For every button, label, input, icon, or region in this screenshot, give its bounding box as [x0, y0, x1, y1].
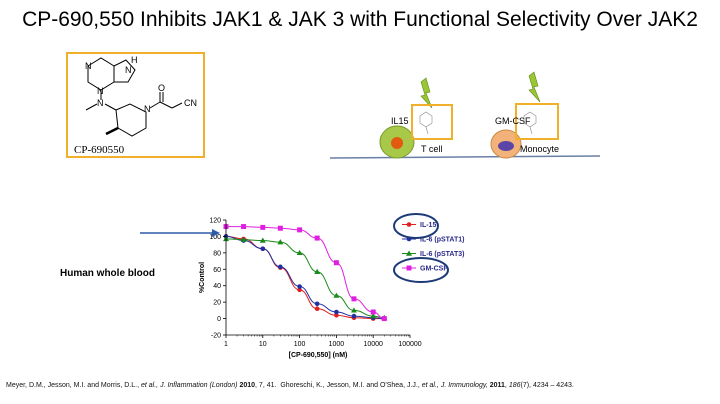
legend-marker-3 — [406, 265, 412, 271]
cite2-rest: (7), 4234 – 4243. — [520, 382, 574, 389]
legend-marker-0 — [406, 222, 412, 227]
tcell-structure-box — [411, 104, 453, 140]
y-tick-label: 80 — [213, 250, 221, 257]
data-point-series-1 — [314, 301, 320, 307]
atom-n3: N — [125, 65, 132, 75]
cite1-journal: J. Inflammation (London) — [160, 382, 238, 389]
x-tick-label: 100 — [294, 341, 306, 348]
legend-label-0: IL-15 — [420, 222, 436, 229]
data-point-series-1 — [334, 309, 339, 315]
series-line-0 — [225, 235, 385, 320]
data-point-series-3 — [370, 309, 376, 315]
data-point-series-1 — [260, 246, 266, 252]
y-tick-label: -20 — [211, 333, 221, 340]
atom-n2: N — [97, 86, 104, 96]
legend-highlight-il15 — [393, 213, 439, 239]
mono-signal-icon — [528, 71, 541, 103]
data-point-series-0 — [334, 312, 339, 318]
structure-label: CP-690550 — [74, 144, 125, 156]
data-point-series-0 — [297, 287, 302, 293]
y-axis-label: %Control — [199, 262, 206, 293]
tcell-signal-icon — [420, 77, 433, 109]
cite1-year: 2010 — [239, 382, 256, 389]
mono-cytokine: GM-CSF — [495, 116, 531, 126]
cite2-vol: 186 — [508, 382, 521, 389]
data-point-series-2 — [277, 239, 284, 245]
cite2-etal: et al., — [421, 382, 439, 389]
data-point-series-1 — [278, 264, 283, 270]
legend-label-3: GM-CSF — [420, 266, 448, 273]
data-point-series-3 — [260, 224, 266, 230]
data-point-series-3 — [314, 235, 320, 241]
y-tick-label: 120 — [209, 218, 221, 225]
data-point-series-3 — [241, 224, 247, 230]
tcell-cytokine: IL15 — [391, 116, 409, 126]
series-line-3 — [226, 226, 385, 320]
cite2-year: 2011 — [489, 382, 505, 389]
data-point-series-1 — [297, 284, 302, 289]
atom-n5: N — [144, 104, 151, 114]
mono-label: Monocyte — [520, 144, 559, 154]
data-point-series-2 — [296, 249, 303, 256]
monocyte-nucleus — [498, 141, 514, 151]
tcell-nucleus — [391, 137, 403, 149]
data-point-series-2 — [259, 237, 266, 243]
legend-label-1: IL-6 (pSTAT1) — [420, 237, 464, 244]
cite2-journal: J. Immunology, — [440, 382, 488, 389]
legend-label-2: IL-6 (pSTAT3) — [420, 251, 464, 258]
data-point-series-3 — [333, 260, 339, 266]
cite1-etal: et al., — [141, 382, 159, 389]
x-tick-label: 100000 — [398, 341, 421, 348]
x-tick-label: 10000 — [363, 341, 383, 348]
data-point-series-3 — [381, 316, 387, 322]
series-line-1 — [225, 235, 385, 320]
cite1-authors: Meyer, D.M., Jesson, M.I. and Morris, D.… — [6, 382, 140, 389]
cite2-authors: Ghoreschi, K., Jesson, M.I. and O'Shea, … — [280, 382, 420, 389]
atom-o: O — [158, 83, 165, 93]
y-tick-label: 100 — [209, 234, 221, 241]
x-tick-label: 1 — [224, 341, 228, 348]
x-tick-label: 1000 — [329, 341, 345, 348]
x-tick-label: 10 — [259, 341, 267, 348]
atom-cn: CN — [184, 98, 197, 108]
data-point-series-2 — [240, 236, 247, 242]
legend: IL-15 IL-6 (pSTAT1) IL-6 (pSTAT3) GM-CSF — [402, 222, 464, 273]
pointer-arrowhead — [212, 229, 220, 237]
data-point-series-2 — [333, 292, 340, 298]
membrane-line — [329, 155, 601, 159]
series-line-2 — [225, 238, 385, 319]
y-tick-label: 0 — [217, 316, 221, 323]
data-point-series-2 — [370, 313, 377, 319]
data-point-series-2 — [350, 307, 357, 313]
data-point-series-3 — [351, 296, 357, 302]
legend-marker-2 — [406, 250, 412, 256]
cite1-rest: , 7, 41. — [255, 382, 277, 389]
y-tick-label: 20 — [213, 300, 221, 307]
structure-box — [66, 52, 205, 158]
y-tick-label: 40 — [213, 283, 221, 290]
data-point-series-3 — [277, 225, 283, 231]
atom-nh: H — [131, 55, 138, 65]
citation: Meyer, D.M., Jesson, M.I. and Morris, D.… — [6, 382, 574, 389]
human-whole-blood-label: Human whole blood — [60, 268, 155, 279]
data-point-series-2 — [314, 268, 321, 274]
data-point-series-3 — [297, 227, 303, 233]
atom-n4: N — [97, 98, 104, 108]
slide-title: CP-690,550 Inhibits JAK1 & JAK 3 with Fu… — [22, 8, 698, 31]
legend-highlight-gmcsf — [393, 257, 449, 283]
data-point-series-1 — [351, 313, 357, 319]
x-axis-label: [CP-690,550] (nM) — [289, 352, 348, 359]
y-tick-label: 60 — [213, 267, 221, 274]
atom-n1: N — [85, 61, 92, 71]
tcell-label: T cell — [421, 144, 442, 154]
data-point-series-0 — [314, 306, 320, 312]
mono-structure-box — [515, 103, 559, 140]
